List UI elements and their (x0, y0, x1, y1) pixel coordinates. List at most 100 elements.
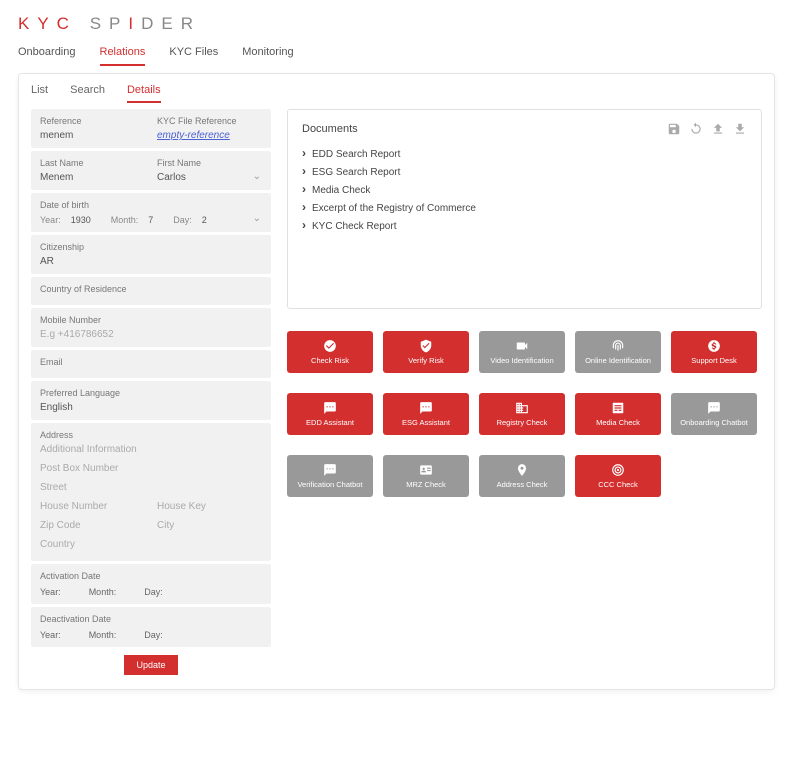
action-label: Support Desk (691, 356, 736, 365)
chevron-down-icon[interactable]: ⌄ (253, 213, 261, 224)
citizenship-value[interactable]: AR (40, 256, 262, 267)
download-icon[interactable] (733, 122, 747, 136)
action-label: Online Identification (585, 356, 651, 365)
mobile-input[interactable]: E.g +416786652 (40, 329, 262, 340)
action-ccc-check[interactable]: CCC Check (575, 455, 661, 497)
email-label: Email (40, 357, 262, 367)
deactivation-section: Deactivation Date Year: Month: Day: (31, 607, 271, 647)
shield-icon (419, 339, 433, 353)
chat-icon (707, 401, 721, 415)
action-mrz-check[interactable]: MRZ Check (383, 455, 469, 497)
action-label: Video Identification (490, 356, 553, 365)
documents-panel: Documents EDD Search ReportESG Search Re… (287, 109, 762, 309)
name-section: Last Name Menem First Name Carlos ⌄ (31, 151, 271, 190)
action-label: Media Check (596, 418, 640, 427)
address-country[interactable]: Country (40, 535, 262, 554)
dob-year[interactable]: 1930 (71, 215, 91, 225)
main-tab-relations[interactable]: Relations (100, 46, 146, 66)
action-onboarding-chatbot[interactable]: Onboarding Chatbot (671, 393, 757, 435)
address-label: Address (40, 430, 262, 440)
action-label: Registry Check (497, 418, 548, 427)
action-esg-assistant[interactable]: ESG Assistant (383, 393, 469, 435)
mobile-label: Mobile Number (40, 315, 262, 325)
building-icon (515, 401, 529, 415)
chat-icon (323, 401, 337, 415)
firstname-value[interactable]: Carlos (157, 172, 262, 183)
action-verify-risk[interactable]: Verify Risk (383, 331, 469, 373)
update-button[interactable]: Update (124, 655, 177, 675)
residence-label: Country of Residence (40, 284, 262, 294)
address-zip[interactable]: Zip Code (40, 516, 145, 535)
reference-label: Reference (40, 116, 145, 126)
language-section: Preferred Language English (31, 381, 271, 420)
address-street[interactable]: Street (40, 478, 262, 497)
action-label: Verification Chatbot (297, 480, 362, 489)
refresh-icon[interactable] (689, 122, 703, 136)
action-label: Onboarding Chatbot (680, 418, 748, 427)
upload-icon[interactable] (711, 122, 725, 136)
citizenship-label: Citizenship (40, 242, 262, 252)
deactivation-label: Deactivation Date (40, 614, 262, 624)
reference-section: Reference menem KYC File Reference empty… (31, 109, 271, 148)
action-edd-assistant[interactable]: EDD Assistant (287, 393, 373, 435)
actions-row-3: Verification Chatbot MRZ Check Address Che… (287, 455, 762, 497)
action-media-check[interactable]: Media Check (575, 393, 661, 435)
address-city[interactable]: City (157, 516, 262, 535)
action-label: Verify Risk (408, 356, 443, 365)
action-registry-check[interactable]: Registry Check (479, 393, 565, 435)
save-icon[interactable] (667, 122, 681, 136)
address-housenumber[interactable]: House Number (40, 497, 145, 516)
sub-tab-search[interactable]: Search (70, 84, 105, 103)
kyc-ref-link[interactable]: empty-reference (157, 130, 262, 141)
action-label: EDD Assistant (306, 418, 354, 427)
main-tab-monitoring[interactable]: Monitoring (242, 46, 293, 66)
document-item[interactable]: EDD Search Report (302, 144, 747, 162)
language-value[interactable]: English (40, 402, 262, 413)
chevron-down-icon[interactable]: ⌄ (253, 171, 261, 182)
action-check-risk[interactable]: Check Risk (287, 331, 373, 373)
chat-icon (323, 463, 337, 477)
document-item[interactable]: Excerpt of the Registry of Commerce (302, 198, 747, 216)
video-icon (515, 339, 529, 353)
citizenship-section: Citizenship AR (31, 235, 271, 274)
action-verification-chatbot[interactable]: Verification Chatbot (287, 455, 373, 497)
logo: KYC SPIDER (18, 14, 775, 34)
dob-day[interactable]: 2 (202, 215, 207, 225)
document-item[interactable]: ESG Search Report (302, 162, 747, 180)
main-tab-onboarding[interactable]: Onboarding (18, 46, 76, 66)
dob-section: Date of birth Year:1930 Month:7 Day:2 ⌄ (31, 193, 271, 232)
fingerprint-icon (611, 339, 625, 353)
email-section: Email (31, 350, 271, 378)
dollar-icon (707, 339, 721, 353)
documents-title: Documents (302, 123, 358, 135)
action-label: CCC Check (598, 480, 638, 489)
sub-tab-details[interactable]: Details (127, 84, 161, 103)
address-postbox[interactable]: Post Box Number (40, 459, 262, 478)
right-panel: Documents EDD Search ReportESG Search Re… (287, 109, 762, 679)
lastname-label: Last Name (40, 158, 145, 168)
action-label: Address Check (497, 480, 548, 489)
main-card: List Search Details Reference menem KYC Fi… (18, 73, 775, 690)
address-additional[interactable]: Additional Information (40, 440, 262, 459)
action-label: MRZ Check (406, 480, 446, 489)
action-label: ESG Assistant (402, 418, 450, 427)
action-address-check[interactable]: Address Check (479, 455, 565, 497)
action-video-identification[interactable]: Video Identification (479, 331, 565, 373)
form-panel: Reference menem KYC File Reference empty… (31, 109, 271, 679)
sub-nav: List Search Details (31, 84, 762, 103)
dob-month[interactable]: 7 (148, 215, 153, 225)
dob-label: Date of birth (40, 200, 262, 210)
sub-tab-list[interactable]: List (31, 84, 48, 103)
action-online-identification[interactable]: Online Identification (575, 331, 661, 373)
main-tab-kyc-files[interactable]: KYC Files (169, 46, 218, 66)
document-item[interactable]: Media Check (302, 180, 747, 198)
residence-section: Country of Residence (31, 277, 271, 305)
news-icon (611, 401, 625, 415)
document-item[interactable]: KYC Check Report (302, 216, 747, 234)
reference-value[interactable]: menem (40, 130, 145, 141)
action-support-desk[interactable]: Support Desk (671, 331, 757, 373)
action-label: Check Risk (311, 356, 349, 365)
lastname-value[interactable]: Menem (40, 172, 145, 183)
address-housekey[interactable]: House Key (157, 497, 262, 516)
pin-icon (515, 463, 529, 477)
